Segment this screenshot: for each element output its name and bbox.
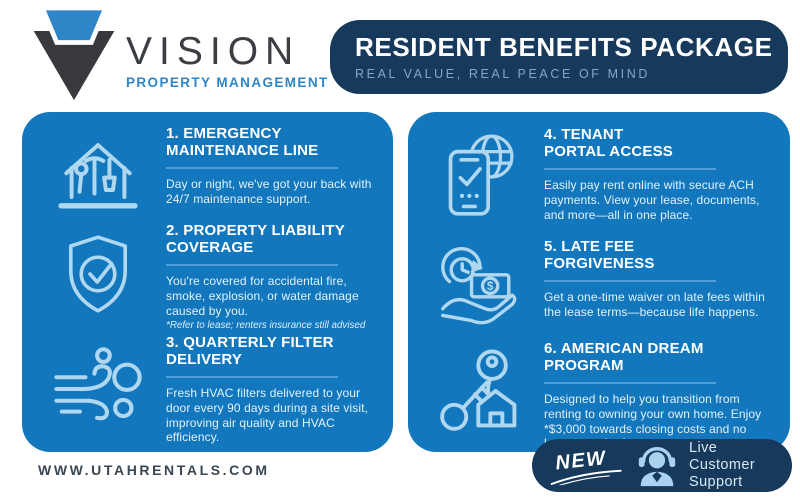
title-divider <box>544 279 716 282</box>
page-title: RESIDENT BENEFITS PACKAGE <box>355 32 773 62</box>
benefit-description: Get a one-time waiver on late fees withi… <box>544 289 765 319</box>
benefit-american-dream: 6. AMERICAN DREAM PROGRAM Designed to hel… <box>416 340 784 451</box>
benefit-description: You're covered for accidental fire, smok… <box>166 273 359 318</box>
benefit-emergency-maintenance: 1. EMERGENCY MAINTENANCE LINE Day or nigh… <box>30 125 387 217</box>
title-divider <box>544 381 716 384</box>
swoosh-underline <box>550 469 622 486</box>
benefit-filter-delivery: 3. QUARTERLY FILTER DELIVERY Fresh HVAC f… <box>30 334 387 445</box>
live-support-badge[interactable]: NEW Live Customer Support <box>532 439 792 492</box>
benefit-title: 6. AMERICAN DREAM PROGRAM <box>544 340 704 375</box>
svg-text:$: $ <box>487 279 494 293</box>
new-badge: NEW <box>550 446 624 486</box>
benefit-title: 1. EMERGENCY MAINTENANCE LINE <box>166 125 319 160</box>
benefits-panel-right: 4. TENANT PORTAL ACCESS Easily pay rent o… <box>408 112 790 452</box>
benefit-late-fee-forgiveness: $ 5. LATE FEE FORGIVENESS Get a one-time … <box>416 238 784 326</box>
headset-agent-icon <box>638 446 676 486</box>
benefit-description: Fresh HVAC filters delivered to your doo… <box>166 385 368 445</box>
benefit-title: 4. TENANT PORTAL ACCESS <box>544 126 674 161</box>
title-divider <box>166 263 338 266</box>
benefit-liability-coverage: 2. PROPERTY LIABILITY COVERAGE You're cov… <box>30 222 387 332</box>
benefit-description: Easily pay rent online with secure ACH p… <box>544 177 760 222</box>
hand-money-icon: $ <box>416 238 544 326</box>
benefit-footnote: *Refer to lease; renters insurance still… <box>166 320 366 332</box>
keys-house-icon <box>416 340 544 451</box>
brand-name: VISION <box>126 30 301 73</box>
website-url[interactable]: WWW.UTAHRENTALS.COM <box>38 462 270 478</box>
vision-logo-icon <box>33 5 115 101</box>
support-label: Live Customer Support <box>689 440 756 490</box>
brand-logo: VISION PROPERTY MANAGEMENT <box>26 4 329 104</box>
benefit-title: 3. QUARTERLY FILTER DELIVERY <box>166 334 334 369</box>
shield-check-icon <box>30 222 166 332</box>
air-flow-icon <box>30 334 166 445</box>
title-divider <box>544 167 716 170</box>
page-subtitle: REAL VALUE, REAL PEACE OF MIND <box>355 66 650 81</box>
brand-tagline: PROPERTY MANAGEMENT <box>126 75 329 90</box>
title-divider <box>166 166 338 169</box>
benefit-title: 2. PROPERTY LIABILITY COVERAGE <box>166 222 345 257</box>
benefit-title: 5. LATE FEE FORGIVENESS <box>544 238 655 273</box>
title-banner: RESIDENT BENEFITS PACKAGE REAL VALUE, RE… <box>330 20 788 94</box>
brand-text: VISION PROPERTY MANAGEMENT <box>126 32 329 90</box>
benefit-tenant-portal: 4. TENANT PORTAL ACCESS Easily pay rent o… <box>416 126 784 222</box>
title-divider <box>166 375 338 378</box>
phone-globe-icon <box>416 126 544 222</box>
benefit-description: Day or night, we've got your back with 2… <box>166 176 372 206</box>
benefits-panel-left: 1. EMERGENCY MAINTENANCE LINE Day or nigh… <box>22 112 393 452</box>
house-tools-icon <box>30 125 166 217</box>
